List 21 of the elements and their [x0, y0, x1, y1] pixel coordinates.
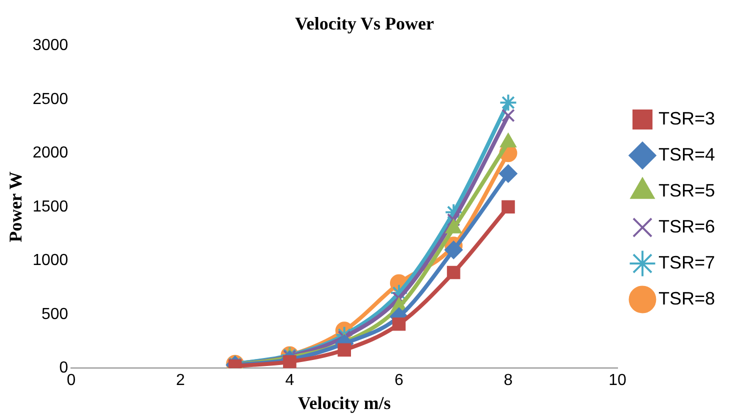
y-tick-label: 500 — [41, 306, 68, 323]
legend-label: TSR=5 — [658, 180, 716, 200]
y-tick-label: 0 — [59, 360, 68, 377]
x-axis-title: Velocity m/s — [298, 392, 391, 413]
y-axis-title: Power W — [5, 171, 26, 242]
x-tick-label: 10 — [608, 372, 626, 390]
x-tick-label: 6 — [394, 372, 404, 390]
y-tick-label: 3000 — [32, 37, 68, 54]
x-tick-label: 8 — [504, 372, 513, 390]
y-tick-label: 1500 — [32, 198, 68, 216]
chart-title: Velocity Vs Power — [295, 13, 434, 34]
legend-label: TSR=4 — [658, 144, 716, 164]
legend-label: TSR=7 — [658, 252, 716, 272]
y-tick-label: 2500 — [32, 90, 68, 108]
x-tick-label: 2 — [176, 372, 185, 390]
y-tick-label: 2000 — [32, 144, 68, 162]
legend-label: TSR=6 — [658, 216, 716, 236]
legend-label: TSR=3 — [658, 108, 716, 128]
legend-label: TSR=8 — [658, 288, 716, 308]
x-tick-label: 4 — [285, 372, 294, 390]
y-tick-label: 1000 — [32, 252, 68, 270]
